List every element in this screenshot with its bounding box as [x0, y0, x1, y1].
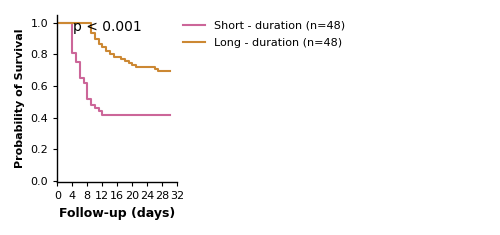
- Legend: Short - duration (n=48), Long - duration (n=48): Short - duration (n=48), Long - duration…: [183, 20, 345, 48]
- Y-axis label: Probability of Survival: Probability of Survival: [15, 29, 25, 168]
- Text: p < 0.001: p < 0.001: [74, 20, 142, 34]
- X-axis label: Follow-up (days): Follow-up (days): [59, 207, 176, 220]
